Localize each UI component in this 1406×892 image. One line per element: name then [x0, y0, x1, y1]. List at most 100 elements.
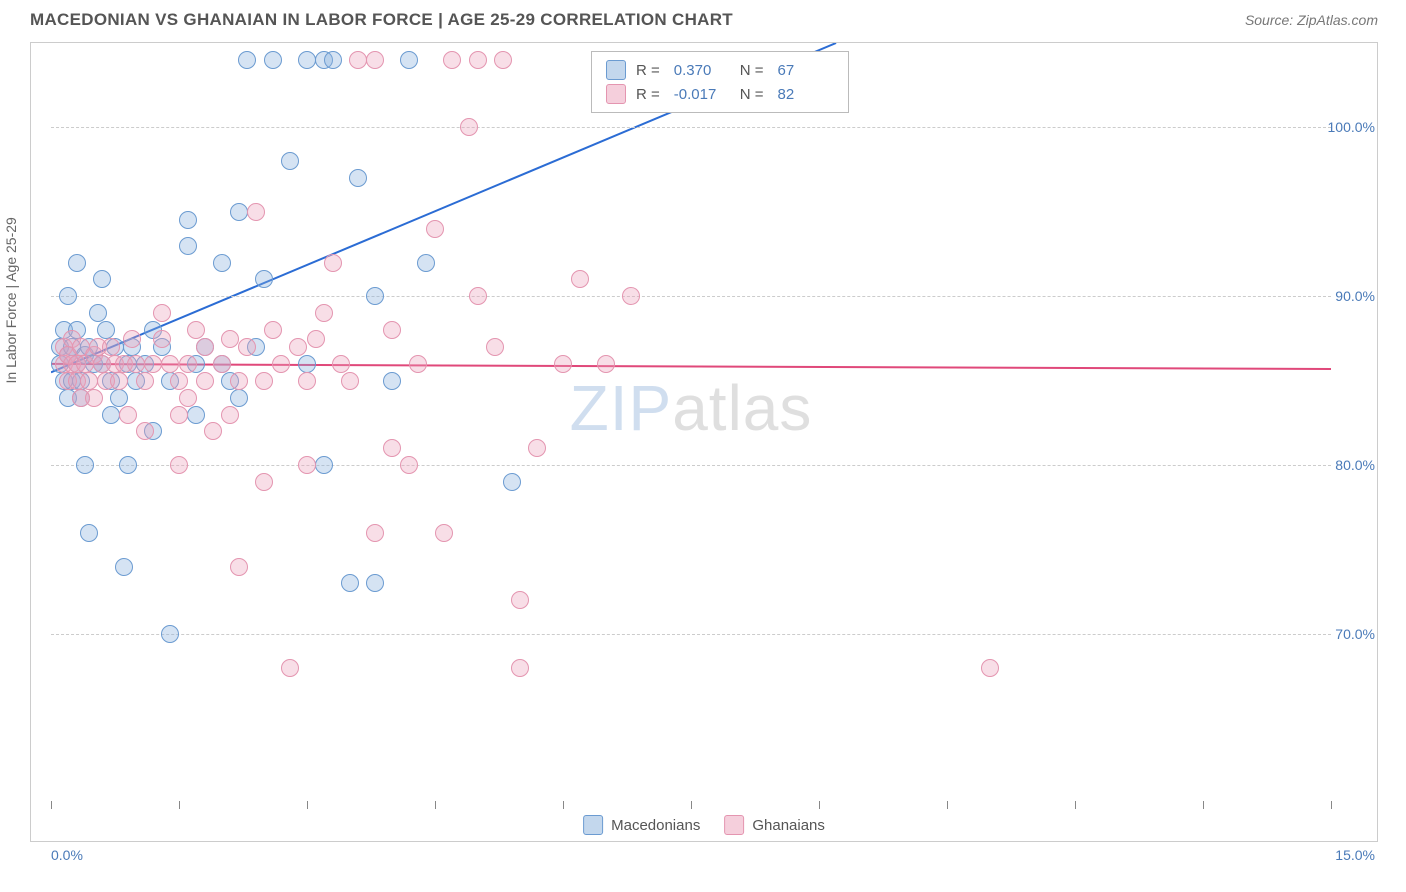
data-point	[221, 406, 239, 424]
data-point	[349, 51, 367, 69]
data-point	[503, 473, 521, 491]
data-point	[383, 439, 401, 457]
r-value-ghanaians: -0.017	[674, 86, 730, 103]
data-point	[597, 355, 615, 373]
data-point	[366, 287, 384, 305]
data-point	[144, 355, 162, 373]
data-point	[469, 287, 487, 305]
data-point	[324, 51, 342, 69]
swatch-ghanaians-icon	[724, 815, 744, 835]
plot-area: ZIPatlas R = 0.370 N = 67 R = -0.017 N =…	[51, 43, 1331, 803]
data-point	[554, 355, 572, 373]
legend-label-ghanaians: Ghanaians	[752, 817, 825, 834]
x-axis-label-max: 15.0%	[1335, 847, 1375, 863]
data-point	[238, 338, 256, 356]
data-point	[383, 321, 401, 339]
data-point	[196, 372, 214, 390]
data-point	[179, 237, 197, 255]
data-point	[247, 203, 265, 221]
data-point	[213, 254, 231, 272]
x-tick	[51, 801, 52, 809]
data-point	[622, 287, 640, 305]
source-attribution: Source: ZipAtlas.com	[1245, 12, 1378, 28]
source-name: ZipAtlas.com	[1297, 12, 1378, 28]
y-axis-title: In Labor Force | Age 25-29	[3, 217, 19, 383]
data-point	[255, 270, 273, 288]
data-point	[349, 169, 367, 187]
series-legend: Macedonians Ghanaians	[583, 815, 825, 835]
x-axis-label-min: 0.0%	[51, 847, 83, 863]
data-point	[315, 456, 333, 474]
data-point	[161, 625, 179, 643]
data-point	[153, 330, 171, 348]
data-point	[981, 659, 999, 677]
x-tick	[691, 801, 692, 809]
data-point	[119, 406, 137, 424]
x-tick	[179, 801, 180, 809]
data-point	[341, 574, 359, 592]
legend-item-macedonians: Macedonians	[583, 815, 700, 835]
data-point	[366, 574, 384, 592]
data-point	[119, 456, 137, 474]
data-point	[170, 406, 188, 424]
data-point	[426, 220, 444, 238]
data-point	[196, 338, 214, 356]
data-point	[571, 270, 589, 288]
data-point	[89, 304, 107, 322]
gridline	[51, 296, 1331, 297]
gridline	[51, 634, 1331, 635]
data-point	[230, 389, 248, 407]
data-point	[59, 287, 77, 305]
data-point	[298, 355, 316, 373]
n-label: N =	[740, 62, 764, 79]
data-point	[110, 389, 128, 407]
data-point	[153, 304, 171, 322]
watermark-part1: ZIP	[570, 372, 673, 444]
data-point	[127, 355, 145, 373]
y-axis-label: 80.0%	[1335, 457, 1375, 473]
data-point	[97, 321, 115, 339]
data-point	[281, 659, 299, 677]
data-point	[255, 372, 273, 390]
data-point	[486, 338, 504, 356]
data-point	[366, 524, 384, 542]
data-point	[383, 372, 401, 390]
data-point	[272, 355, 290, 373]
x-tick	[435, 801, 436, 809]
data-point	[230, 203, 248, 221]
y-axis-label: 70.0%	[1335, 626, 1375, 642]
x-tick	[1331, 801, 1332, 809]
data-point	[204, 422, 222, 440]
data-point	[366, 51, 384, 69]
data-point	[494, 51, 512, 69]
chart-title: MACEDONIAN VS GHANAIAN IN LABOR FORCE | …	[30, 10, 733, 30]
x-tick	[307, 801, 308, 809]
legend-row-macedonians: R = 0.370 N = 67	[606, 58, 834, 82]
data-point	[332, 355, 350, 373]
data-point	[179, 211, 197, 229]
data-point	[409, 355, 427, 373]
data-point	[187, 406, 205, 424]
data-point	[123, 330, 141, 348]
data-point	[102, 338, 120, 356]
x-tick	[563, 801, 564, 809]
y-axis-label: 90.0%	[1335, 288, 1375, 304]
data-point	[80, 372, 98, 390]
data-point	[110, 372, 128, 390]
correlation-legend: R = 0.370 N = 67 R = -0.017 N = 82	[591, 51, 849, 113]
data-point	[443, 51, 461, 69]
watermark: ZIPatlas	[570, 371, 813, 445]
data-point	[511, 659, 529, 677]
data-point	[324, 254, 342, 272]
data-point	[528, 439, 546, 457]
data-point	[298, 372, 316, 390]
gridline	[51, 127, 1331, 128]
data-point	[460, 118, 478, 136]
data-point	[289, 338, 307, 356]
data-point	[281, 152, 299, 170]
data-point	[315, 304, 333, 322]
data-point	[341, 372, 359, 390]
data-point	[213, 355, 231, 373]
data-point	[136, 422, 154, 440]
data-point	[221, 330, 239, 348]
